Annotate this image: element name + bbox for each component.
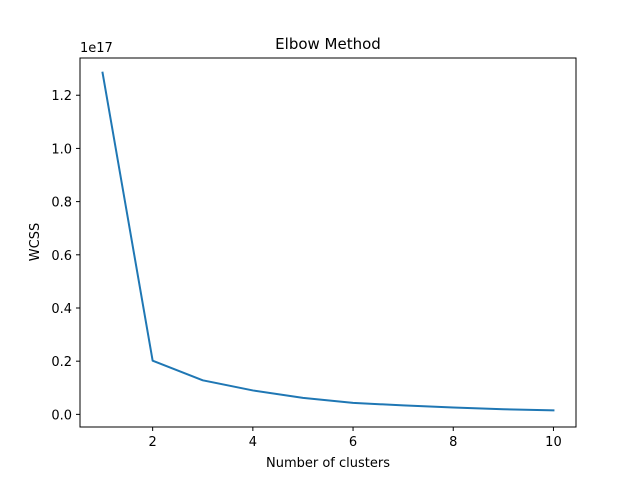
- plot-area: [80, 58, 576, 427]
- y-tick-label: 0.4: [51, 302, 72, 317]
- y-ticks: 0.0 0.2 0.4 0.6 0.8 1.0 1.2: [51, 89, 80, 423]
- x-tick-label: 10: [545, 435, 562, 450]
- y-tick-label: 0.8: [51, 196, 72, 211]
- y-tick-label: 0.2: [51, 355, 72, 370]
- y-tick-label: 1.0: [51, 142, 72, 157]
- x-tick-label: 8: [449, 435, 457, 450]
- x-ticks: 2 4 6 8 10: [149, 427, 562, 450]
- x-tick-label: 2: [149, 435, 157, 450]
- series-group: [101, 71, 555, 412]
- y-offset-label: 1e17: [80, 41, 113, 56]
- x-tick-label: 6: [349, 435, 357, 450]
- y-tick-label: 0.0: [51, 408, 72, 423]
- chart-title: Elbow Method: [275, 35, 381, 53]
- y-tick-label: 0.6: [51, 249, 72, 264]
- y-axis-label: WCSS: [28, 223, 43, 261]
- plot-frame: [79, 57, 577, 428]
- y-tick-label: 1.2: [51, 89, 72, 104]
- x-tick-label: 4: [249, 435, 257, 450]
- series-line: [101, 71, 555, 412]
- x-axis-label: Number of clusters: [266, 456, 390, 471]
